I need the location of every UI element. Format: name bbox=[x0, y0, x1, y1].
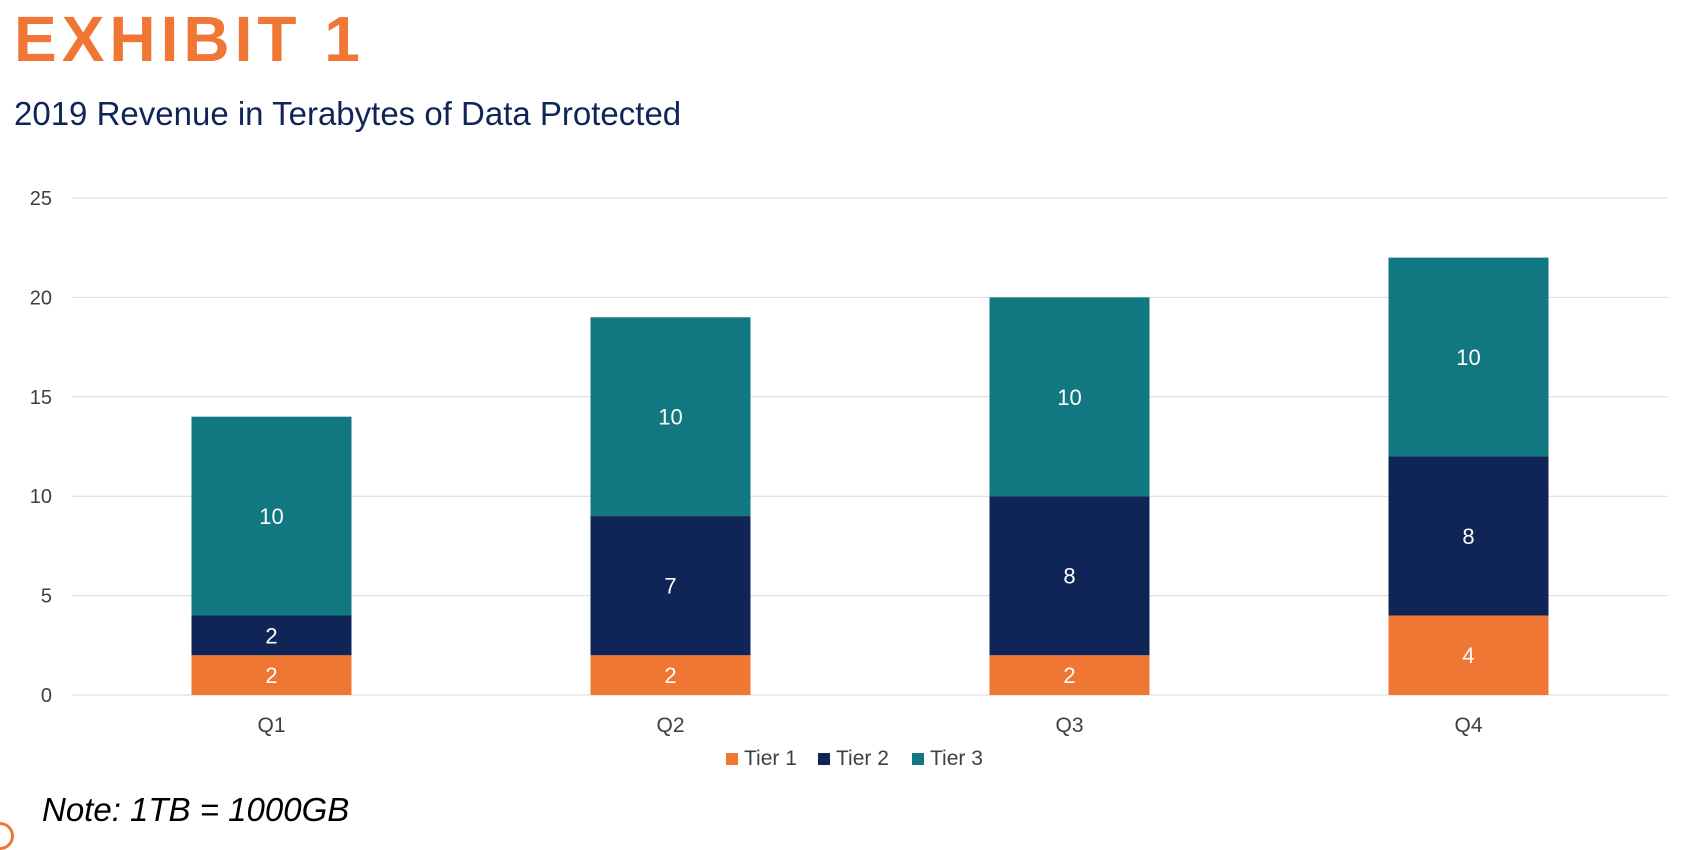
y-tick-label-15: 15 bbox=[30, 387, 52, 409]
stacked-bar-chart: 0 5 10 15 20 25 2 2 10 2 7 10 2 8 10 4 8 10 Q1 Q2 Q3 Q4 Tie… bbox=[30, 188, 1668, 770]
data-label-q1-series-2: 2 bbox=[265, 623, 277, 648]
legend-label-series-3: Tier 3 bbox=[930, 747, 983, 770]
data-labels: 2 2 10 2 7 10 2 8 10 4 8 10 bbox=[259, 345, 1480, 688]
legend-label-series-1: Tier 1 bbox=[744, 747, 797, 770]
y-tick-label-0: 0 bbox=[41, 685, 52, 707]
bars bbox=[191, 257, 1549, 695]
chart-subtitle: 2019 Revenue in Terabytes of Data Protec… bbox=[14, 95, 682, 132]
exhibit-label: EXHIBIT 1 bbox=[14, 3, 365, 75]
bar-q4-series-1 bbox=[1388, 615, 1549, 695]
corner-decoration bbox=[0, 822, 14, 850]
legend-swatch-series-3 bbox=[912, 753, 924, 765]
y-tick-label-10: 10 bbox=[30, 486, 52, 508]
bar-q2-series-3 bbox=[590, 317, 751, 517]
bar-q3-series-1 bbox=[989, 655, 1150, 695]
bar-q1-series-1 bbox=[191, 655, 352, 695]
bar-q4-series-2 bbox=[1388, 456, 1549, 616]
data-label-q1-series-1: 2 bbox=[265, 663, 277, 688]
bar-q1-series-2 bbox=[191, 615, 352, 656]
y-tick-label-25: 25 bbox=[30, 188, 52, 210]
bar-q3-series-3 bbox=[989, 297, 1150, 497]
legend-swatch-series-1 bbox=[726, 753, 738, 765]
data-label-q4-series-2: 8 bbox=[1462, 524, 1474, 549]
data-label-q4-series-1: 4 bbox=[1462, 643, 1474, 668]
bar-q2-series-1 bbox=[590, 655, 751, 695]
footnote: Note: 1TB = 1000GB bbox=[42, 791, 350, 828]
y-tick-label-20: 20 bbox=[30, 287, 52, 309]
legend: Tier 1 Tier 2 Tier 3 bbox=[726, 747, 983, 770]
data-label-q2-series-2: 7 bbox=[664, 574, 676, 599]
x-category-label-q4: Q4 bbox=[1454, 714, 1482, 737]
legend-label-series-2: Tier 2 bbox=[836, 747, 889, 770]
y-axis-ticks: 0 5 10 15 20 25 bbox=[30, 188, 52, 707]
bar-q3-series-2 bbox=[989, 496, 1150, 656]
data-label-q1-series-3: 10 bbox=[259, 504, 283, 529]
bar-q4-series-3 bbox=[1388, 257, 1549, 457]
data-label-q2-series-3: 10 bbox=[658, 405, 682, 430]
data-label-q3-series-2: 8 bbox=[1063, 564, 1075, 589]
x-axis-categories: Q1 Q2 Q3 Q4 bbox=[257, 714, 1482, 737]
bar-q2-series-2 bbox=[590, 516, 751, 656]
x-category-label-q3: Q3 bbox=[1055, 714, 1083, 737]
bar-q1-series-3 bbox=[191, 416, 352, 616]
data-label-q2-series-1: 2 bbox=[664, 663, 676, 688]
data-label-q3-series-1: 2 bbox=[1063, 663, 1075, 688]
data-label-q3-series-3: 10 bbox=[1057, 385, 1081, 410]
x-category-label-q1: Q1 bbox=[257, 714, 285, 737]
legend-swatch-series-2 bbox=[818, 753, 830, 765]
y-tick-label-5: 5 bbox=[41, 586, 52, 608]
data-label-q4-series-3: 10 bbox=[1456, 345, 1480, 370]
x-category-label-q2: Q2 bbox=[656, 714, 684, 737]
